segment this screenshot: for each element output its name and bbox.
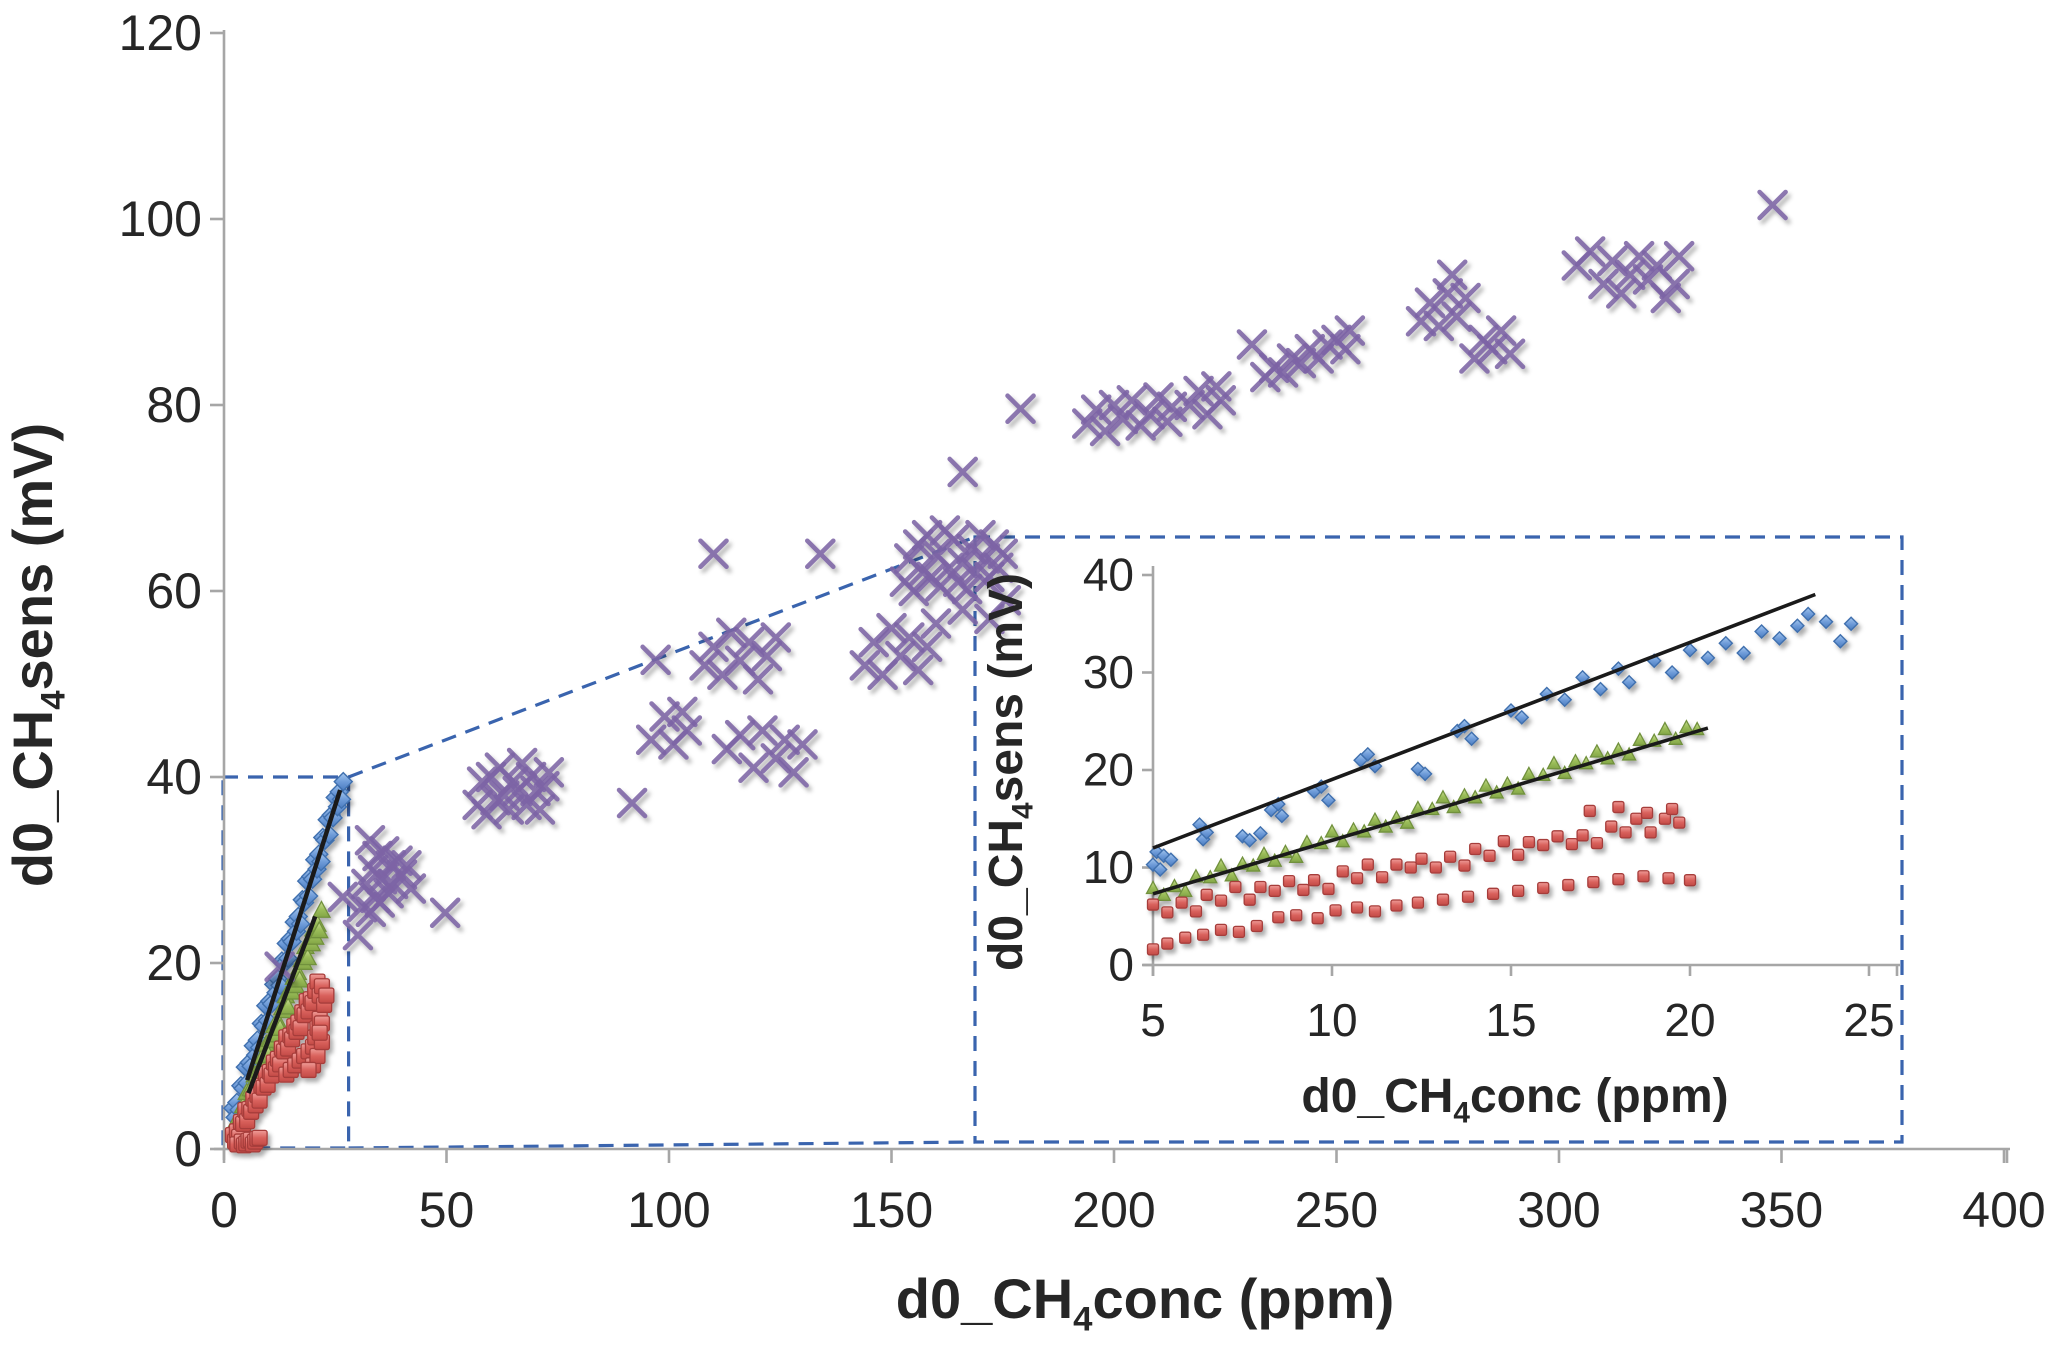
- main-y-tick-label: 80: [146, 377, 202, 433]
- main-x-tick-label: 300: [1517, 1182, 1600, 1238]
- inset-y-tick-label: 20: [1083, 744, 1134, 796]
- zoom-connector-top: [348, 535, 976, 779]
- main-series-red-squares: [224, 973, 335, 1154]
- main-series-purple-x: [264, 189, 1788, 983]
- inset-x-axis-title: d0_CH4conc (ppm): [1301, 1070, 1728, 1130]
- inset-series-red-squares: [1146, 800, 1697, 956]
- inset-backdrop: [975, 537, 1902, 1142]
- inset-x-tick-label: 15: [1485, 994, 1536, 1046]
- main-trendline-green-trend: [246, 915, 318, 1094]
- main-x-axis-title: d0_CH4conc (ppm): [896, 1267, 1394, 1338]
- main-y-tick-label: 40: [146, 749, 202, 805]
- inset-x-tick-label: 20: [1664, 994, 1715, 1046]
- inset-x-tick-label: 10: [1306, 994, 1357, 1046]
- main-x-tick-label: 350: [1740, 1182, 1823, 1238]
- inset-dashed-frame: [973, 535, 1904, 1144]
- main-y-tick-label: 20: [146, 935, 202, 991]
- inset-trendline-green-trend: [1152, 726, 1709, 896]
- main-plot-series: [222, 189, 1788, 1154]
- inset-plot-axes: 0 10 20 30 40 5 10 15 20 25 d0_CH4conc (ppm) d0_CH4…: [980, 549, 1900, 1130]
- main-y-tick-label: 120: [119, 5, 202, 61]
- inset-x-tick-label: 25: [1843, 994, 1894, 1046]
- zoom-connector-bottom: [348, 1140, 976, 1150]
- main-x-tick-label: 50: [419, 1182, 475, 1238]
- inset-y-tick-label: 10: [1083, 841, 1134, 893]
- main-x-tick-label: 400: [1962, 1182, 2045, 1238]
- main-x-tick-label: 150: [850, 1182, 933, 1238]
- main-x-tick-label: 200: [1072, 1182, 1155, 1238]
- inset-y-tick-label: 0: [1108, 939, 1134, 991]
- main-y-tick-label: 0: [174, 1121, 202, 1177]
- main-y-tick-label: 60: [146, 563, 202, 619]
- inset-background: [975, 537, 1902, 1142]
- inset-y-tick-label: 40: [1083, 549, 1134, 601]
- inset-x-tick-label: 5: [1140, 994, 1166, 1046]
- inset-y-axis-title: d0_CH4sens (mV): [980, 573, 1040, 971]
- inset-trendline-blue-trend: [1152, 592, 1816, 850]
- main-y-axis-title: d0_CH4sens (mV): [1, 423, 72, 887]
- main-trendline-blue-trend: [244, 789, 343, 1081]
- main-y-tick-label: 100: [119, 191, 202, 247]
- main-x-tick-label: 100: [627, 1182, 710, 1238]
- inset-y-tick-label: 30: [1083, 646, 1134, 698]
- main-x-tick-label: 250: [1295, 1182, 1378, 1238]
- main-x-tick-label: 0: [210, 1182, 238, 1238]
- inset-plot-series: [1145, 592, 1859, 956]
